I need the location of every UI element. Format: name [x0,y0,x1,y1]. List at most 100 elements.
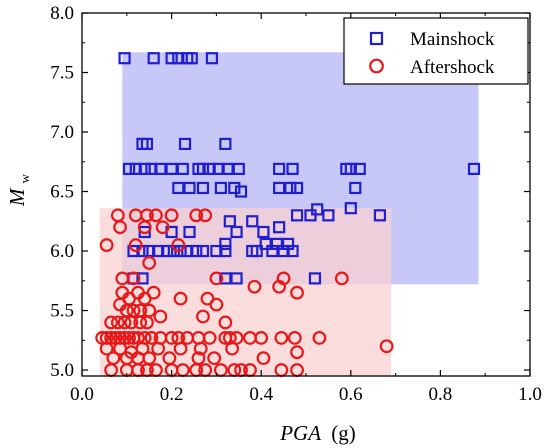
x-axis-label-main: PGA [279,421,321,445]
aftershock-point [287,331,302,345]
aftershock-point [110,315,125,330]
mainshock-point [353,162,366,176]
aftershock-point [104,315,119,330]
aftershock-point [126,271,141,286]
mainshock-point [467,162,481,176]
aftershock-point [122,331,136,345]
y-tick-label: 7.5 [50,63,74,84]
mainshock-point [259,237,272,250]
mainshock-point [154,162,167,176]
mainshock-point [266,244,279,258]
mainshock-point [273,162,286,176]
aftershock-point [193,341,208,356]
y-tick-label: 5.5 [50,301,74,322]
aftershock-point [334,271,349,286]
aftershock-point [379,339,394,354]
aftershock-point [274,331,289,345]
x-tick-label: 0.8 [429,384,453,405]
aftershock-point [202,331,217,345]
mainshock-point [230,225,243,239]
x-tick-label: 0.2 [160,384,184,405]
aftershock-point [290,285,304,300]
aftershock-point [133,315,148,330]
aftershock-point [225,341,239,356]
aftershock-point [254,331,269,345]
mainshock-point [165,52,178,65]
aftershock-point [173,291,188,306]
mainshock-point [183,225,196,239]
aftershock-point [128,238,143,252]
x-tick-label: 1.0 [518,384,542,405]
y-axis-label-sub: w [17,173,32,183]
mainshock-point [214,181,227,195]
aftershock-series [95,208,394,377]
mainshock-point [183,181,196,195]
mainshock-point [161,244,174,258]
mainshock-point [230,272,243,285]
aftershock-point [207,351,222,366]
x-tick-label: 0.6 [339,384,363,405]
mainshock-point [290,181,304,195]
data-points [95,52,481,377]
mainshock-point [185,52,198,65]
mainshock-point [147,52,160,65]
aftershock-point [155,220,170,235]
mainshock-point [196,181,210,195]
mainshock-point [308,272,322,285]
mainshock-point [190,244,203,258]
aftershock-point [290,345,304,360]
aftershock-point [247,279,262,294]
aftershock-point [164,331,179,345]
aftershock-point [173,341,188,356]
mainshock-point [286,244,299,258]
axis-ticks: 0.0 0.2 0.4 0.6 0.8 1.0 5.0 5.5 6.0 6.5 7.0 7.5 8.0 [50,3,542,405]
aftershock-point [124,315,139,330]
mainshock-point [322,209,335,222]
mainshock-point [118,52,131,65]
mainshock-point [122,162,136,176]
mainshock-point [273,221,286,234]
y-tick-label: 6.0 [50,241,74,262]
mainshock-point [234,185,248,198]
mainshock-point [196,162,210,176]
aftershock-point [99,238,114,252]
x-tick-label: 0.4 [249,384,273,405]
mainshock-point [373,209,387,222]
aftershock-point [198,208,213,223]
mainshock-point [138,162,151,176]
aftershock-point [218,315,233,330]
aftershock-point [149,208,163,223]
legend-circle-icon [369,58,384,74]
mainshock-point [284,181,297,195]
mainshock-point [178,137,192,151]
mainshock-point [172,181,185,195]
aftershock-point [113,220,127,235]
mainshock-point [165,162,178,176]
mainshock-point [140,137,154,151]
shaded-regions [99,52,479,376]
aftershock-point [137,220,152,235]
mainshock-point [232,162,245,176]
mainshock-point [228,181,241,195]
y-axis-label-main: M [5,187,29,207]
legend-label-mainshock: Mainshock [410,29,495,50]
mainshock-point [196,244,210,258]
mainshock-point [176,162,189,176]
legend-label-aftershock: Aftershock [410,57,495,78]
mainshock-point [136,272,149,285]
x-axis-label-unit: (g) [331,421,356,445]
y-tick-label: 7.0 [50,122,74,143]
aftershock-point [140,315,154,330]
aftershock-point [209,297,224,312]
aftershock-point [153,309,168,324]
legend: Mainshock Aftershock [343,17,529,85]
aftershock-point [151,341,166,356]
y-tick-label: 5.0 [50,360,74,381]
mainshock-point [246,215,259,228]
y-axis-label: M w [5,173,32,207]
aftershock-point [189,208,204,223]
x-tick-label: 0.0 [70,384,94,405]
mainshock-point [138,225,151,239]
mainshock-point [219,272,232,285]
